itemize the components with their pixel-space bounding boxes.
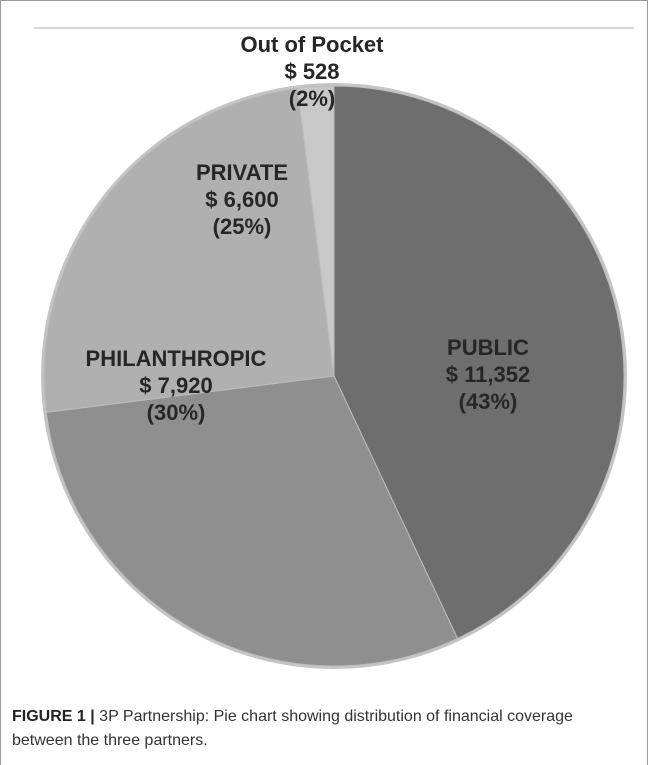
pie-slice-philanthropic [45,375,459,667]
slice-label-line: (2%) [289,86,335,111]
slice-label-line: (25%) [213,214,272,239]
slice-label-out-of-pocket: Out of Pocket $ 528 (2%) [240,32,384,111]
slice-label-line: PUBLIC [447,335,529,360]
caption-text: 3P Partnership: Pie chart showing distri… [12,708,573,749]
slice-label-line: (30%) [147,400,206,425]
slice-label-philanthropic: PHILANTHROPIC $ 7,920 (30%) [86,346,267,425]
slice-label-line: $ 11,352 [446,362,530,387]
pie-slice-public [333,85,625,640]
slice-label-line: PRIVATE [196,160,288,185]
slice-label-public: PUBLIC $ 11,352 (43%) [446,335,530,414]
caption-label: FIGURE 1 | [12,708,95,725]
top-rule [34,27,634,29]
pie-slice-out-of-pocket [297,85,335,377]
pie-slices [41,83,627,669]
slice-label-line: Out of Pocket [240,32,384,57]
slice-label-line: $ 6,600 [205,187,278,212]
slice-label-line: $ 7,920 [139,373,212,398]
slice-label-line: (43%) [459,389,518,414]
slice-label-private: PRIVATE $ 6,600 (25%) [196,160,288,239]
figure-caption: FIGURE 1 | 3P Partnership: Pie chart sho… [12,705,632,753]
slice-label-line: $ 528 [284,59,339,84]
slice-labels: PUBLIC $ 11,352 (43%)PHILANTHROPIC $ 7,920(… [86,32,531,425]
pie-slice-private [43,87,335,413]
slice-label-line: PHILANTHROPIC [86,346,267,371]
pie-chart: PUBLIC $ 11,352 (43%)PHILANTHROPIC $ 7,920(… [41,32,627,669]
